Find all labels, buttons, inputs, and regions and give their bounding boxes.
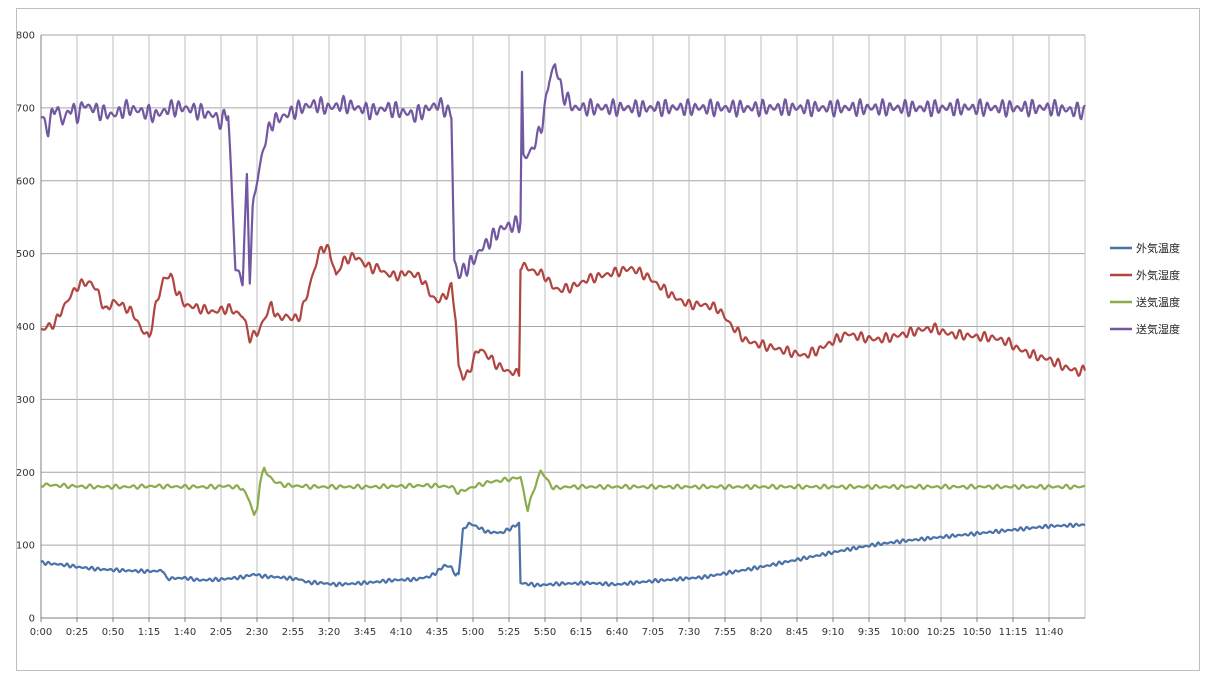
axes: 0 100 200 300 400 500 600 700 800 0:00 0:25 0:50 1:1… — [17, 31, 1085, 638]
x-tick-label: 0:00 — [30, 627, 52, 638]
line-chart: 0 100 200 300 400 500 600 700 800 0:00 0:25 0:50 1:1… — [17, 31, 1180, 639]
x-tick-label: 0:25 — [66, 627, 88, 638]
y-tick-label: 0 — [29, 614, 35, 625]
x-tick-label: 4:35 — [426, 627, 448, 638]
y-tick-label: 400 — [17, 322, 35, 333]
x-tick-label: 11:15 — [999, 627, 1028, 638]
x-tick-label: 10:50 — [963, 627, 992, 638]
x-tick-label: 0:50 — [102, 627, 124, 638]
y-tick-label: 100 — [17, 541, 35, 552]
x-tick-label: 2:05 — [210, 627, 232, 638]
x-tick-label: 9:35 — [858, 627, 880, 638]
gridlines — [40, 34, 1086, 619]
series-line-0 — [40, 521, 1086, 588]
x-tick-label: 6:40 — [606, 627, 628, 638]
y-tick-label: 700 — [17, 103, 35, 114]
x-tick-label: 5:50 — [534, 627, 556, 638]
x-tick-label: 2:55 — [282, 627, 304, 638]
x-tick-label: 9:10 — [822, 627, 844, 638]
legend-label: 送気湿度 — [1136, 322, 1180, 336]
x-tick-label: 5:00 — [462, 627, 484, 638]
x-tick-label: 2:30 — [246, 627, 268, 638]
x-tick-label: 1:40 — [174, 627, 196, 638]
x-tick-label: 3:20 — [318, 627, 340, 638]
x-tick-label: 7:30 — [678, 627, 700, 638]
x-tick-label: 11:40 — [1035, 627, 1064, 638]
x-tick-label: 3:45 — [354, 627, 376, 638]
x-tick-label: 10:00 — [891, 627, 920, 638]
legend-label: 送気温度 — [1136, 295, 1180, 309]
x-tick-label: 1:15 — [138, 627, 160, 638]
x-tick-label: 5:25 — [498, 627, 520, 638]
y-tick-label: 200 — [17, 468, 35, 479]
legend-label: 外気湿度 — [1136, 268, 1180, 282]
series-line-1 — [40, 244, 1087, 381]
chart-frame: 0 100 200 300 400 500 600 700 800 0:00 0:25 0:50 1:1… — [16, 8, 1200, 671]
x-tick-label: 8:45 — [786, 627, 808, 638]
series-lines — [40, 63, 1087, 588]
y-tick-label: 800 — [17, 31, 35, 42]
legend-label: 外気温度 — [1136, 241, 1180, 255]
y-tick-label: 500 — [17, 249, 35, 260]
x-tick-label: 10:25 — [927, 627, 956, 638]
y-tick-label: 600 — [17, 176, 35, 187]
series-line-2 — [40, 466, 1086, 516]
x-tick-label: 7:55 — [714, 627, 736, 638]
x-tick-label: 6:15 — [570, 627, 592, 638]
x-tick-label: 7:05 — [642, 627, 664, 638]
x-tick-label: 4:10 — [390, 627, 412, 638]
x-tick-label: 8:20 — [750, 627, 772, 638]
series-line-3 — [40, 63, 1086, 287]
y-tick-label: 300 — [17, 395, 35, 406]
